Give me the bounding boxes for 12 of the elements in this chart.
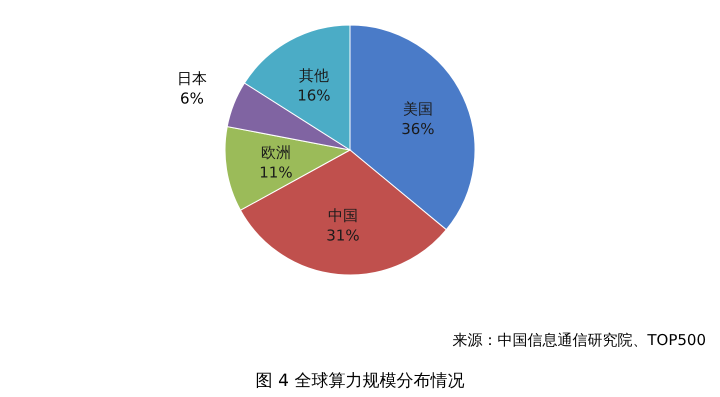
data-label: 36% [401, 120, 435, 138]
text: 图 4 全球算力规模分布情况 [256, 371, 464, 391]
slice-label: 中国 [328, 206, 358, 225]
data-label: 6% [180, 89, 204, 108]
slice-label: 欧洲 [260, 144, 291, 162]
data-label: 11% [259, 164, 293, 182]
slice-label: 其他 [298, 66, 329, 84]
slice-label: 美国 [402, 100, 433, 118]
data-label: 16% [297, 86, 331, 104]
source-note: 来源：中国信息通信研究院、TOP500 [452, 331, 706, 349]
data-label: 31% [326, 226, 360, 245]
slice-label: 日本 [176, 69, 207, 88]
